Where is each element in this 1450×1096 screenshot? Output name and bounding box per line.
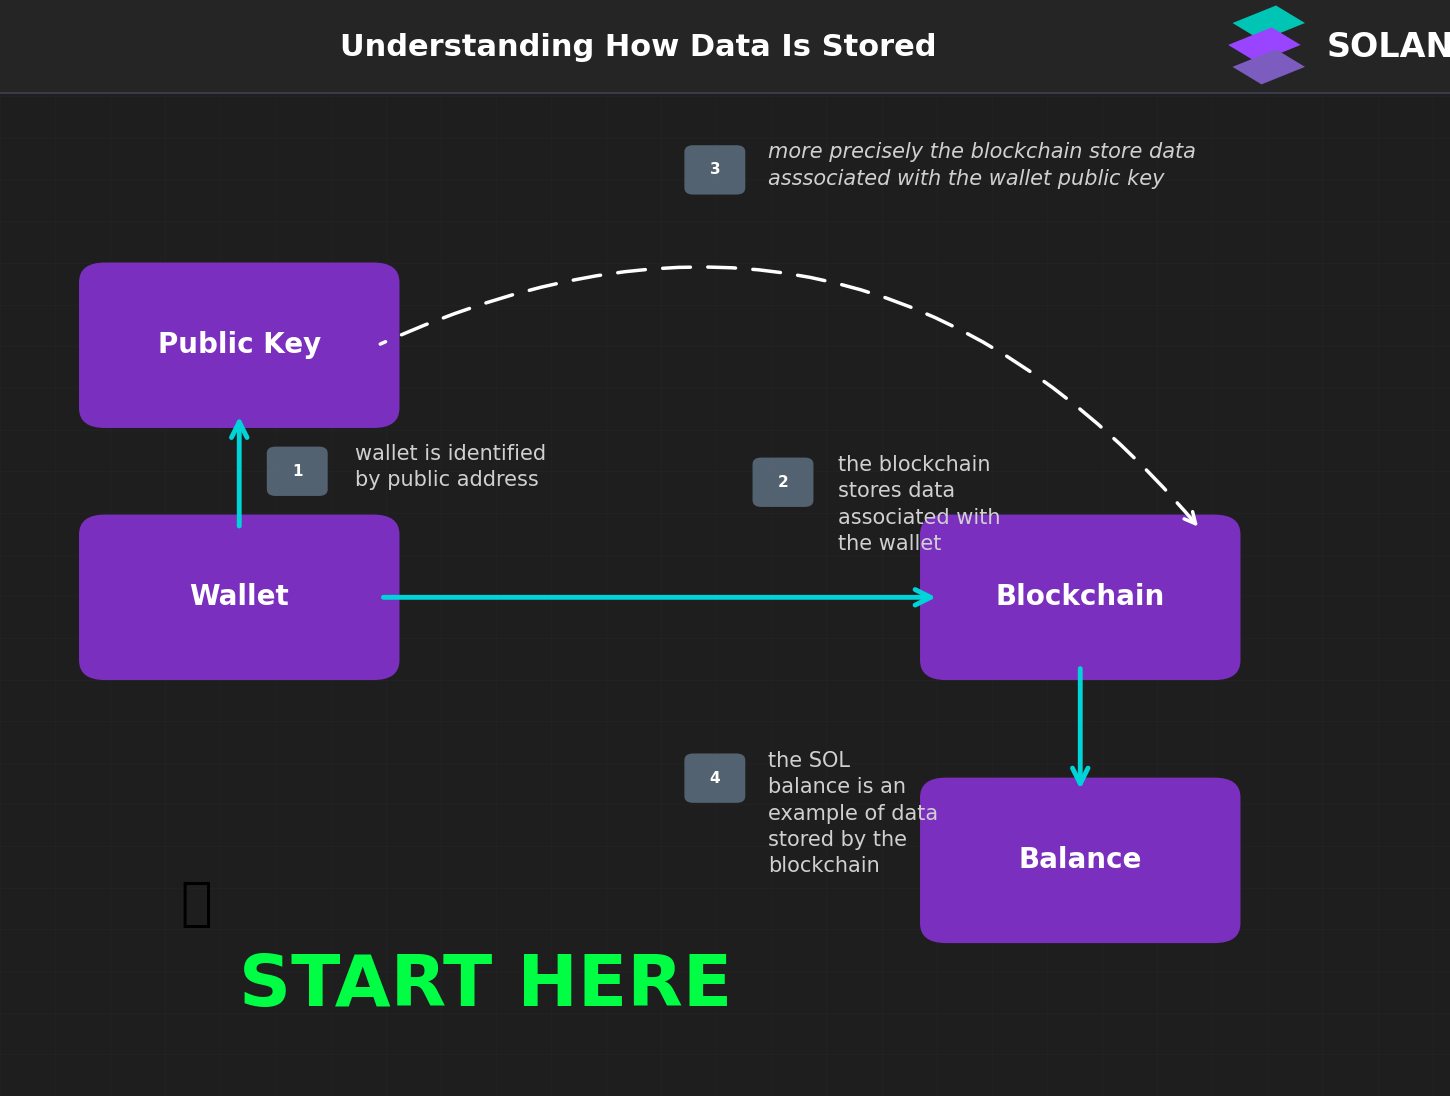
Text: Public Key: Public Key	[158, 331, 320, 359]
Text: 2: 2	[777, 475, 789, 490]
Polygon shape	[1232, 49, 1305, 84]
FancyBboxPatch shape	[919, 515, 1240, 680]
FancyBboxPatch shape	[78, 515, 399, 680]
Text: more precisely the blockchain store data
asssociated with the wallet public key: more precisely the blockchain store data…	[768, 142, 1196, 189]
Text: 1: 1	[291, 464, 303, 479]
Text: the SOL
balance is an
example of data
stored by the
blockchain: the SOL balance is an example of data st…	[768, 751, 938, 877]
FancyBboxPatch shape	[919, 778, 1240, 943]
Polygon shape	[1228, 27, 1301, 62]
Text: 👆: 👆	[180, 878, 212, 931]
Text: 4: 4	[709, 770, 721, 786]
Text: Understanding How Data Is Stored: Understanding How Data Is Stored	[339, 33, 937, 61]
FancyBboxPatch shape	[0, 0, 1450, 93]
FancyBboxPatch shape	[684, 754, 745, 802]
FancyBboxPatch shape	[267, 447, 328, 495]
Text: the blockchain
stores data
associated with
the wallet: the blockchain stores data associated wi…	[838, 455, 1000, 555]
Text: Balance: Balance	[1018, 846, 1143, 875]
Text: Wallet: Wallet	[190, 583, 289, 612]
Text: 3: 3	[709, 162, 721, 178]
FancyBboxPatch shape	[78, 262, 399, 427]
Text: START HERE: START HERE	[239, 952, 732, 1020]
Polygon shape	[1232, 5, 1305, 41]
FancyBboxPatch shape	[753, 457, 813, 506]
Text: SOLANA: SOLANA	[1327, 31, 1450, 64]
Text: wallet is identified
by public address: wallet is identified by public address	[355, 444, 547, 490]
FancyBboxPatch shape	[684, 145, 745, 195]
Text: Blockchain: Blockchain	[996, 583, 1164, 612]
